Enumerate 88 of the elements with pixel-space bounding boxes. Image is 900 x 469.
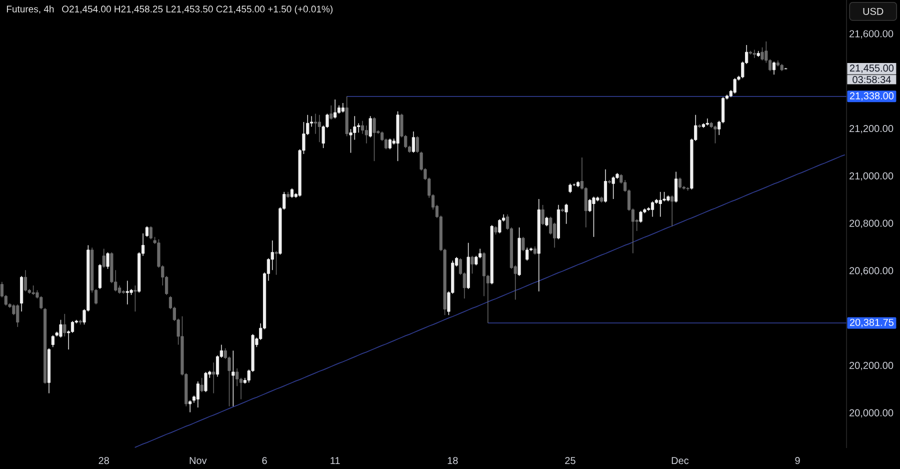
candlestick bbox=[526, 247, 529, 261]
candlestick bbox=[318, 114, 321, 143]
y-tick-label: 21,200.00 bbox=[850, 124, 894, 134]
x-tick-label: 9 bbox=[795, 457, 800, 464]
candlestick bbox=[357, 122, 360, 134]
candlestick bbox=[678, 177, 682, 189]
candlestick bbox=[106, 252, 110, 270]
y-axis-title: USD bbox=[863, 8, 884, 15]
y-tick-label: 21,000.00 bbox=[850, 172, 894, 181]
candlestick bbox=[482, 252, 486, 297]
x-tick-label: Dec bbox=[672, 457, 689, 464]
candlestick bbox=[353, 116, 356, 140]
candlestick bbox=[216, 354, 220, 378]
text: O21,454.00 H21,458.25 L21,453.50 C21,455.00 +1.50 (+0.01%) bbox=[62, 5, 333, 14]
candlestick bbox=[498, 218, 502, 234]
candlestick bbox=[604, 169, 608, 203]
candlestick bbox=[334, 99, 337, 119]
candlestick bbox=[760, 47, 764, 61]
candlestick bbox=[290, 188, 294, 198]
candlestick bbox=[232, 350, 235, 407]
candlestick bbox=[752, 49, 756, 58]
ref-line-label: 20,381.75 bbox=[850, 318, 894, 328]
ref-line-label: 21,338.00 bbox=[850, 92, 894, 101]
candlestick bbox=[706, 118, 709, 126]
y-tick-label: 20,600.00 bbox=[850, 267, 894, 276]
candlestick bbox=[349, 128, 352, 154]
candlestick bbox=[360, 120, 364, 134]
candlestick bbox=[196, 381, 200, 408]
candlestick bbox=[212, 362, 216, 394]
candlestick bbox=[63, 314, 66, 337]
candlestick bbox=[24, 270, 28, 292]
y-tick-label: 21,600.00 bbox=[850, 30, 894, 38]
candlestick bbox=[98, 264, 102, 290]
candlestick bbox=[470, 255, 474, 274]
candlestick bbox=[16, 304, 20, 328]
candlestick bbox=[204, 372, 208, 392]
candlestick bbox=[650, 200, 654, 218]
candlestick bbox=[368, 116, 372, 138]
candlestick bbox=[314, 113, 318, 134]
candlestick bbox=[102, 248, 106, 268]
text: 21,455.00 bbox=[850, 64, 894, 73]
candlestick bbox=[70, 320, 74, 334]
text: 03:58:34 bbox=[852, 76, 891, 84]
y-tick-label: 20,200.00 bbox=[850, 362, 894, 370]
candlestick bbox=[188, 400, 192, 413]
chart-title: Futures, 4h bbox=[6, 5, 54, 14]
candlestick bbox=[714, 125, 717, 144]
candlestick bbox=[588, 198, 592, 212]
candlestick bbox=[388, 138, 392, 150]
candlestick bbox=[126, 280, 129, 305]
y-tick-label: 20,800.00 bbox=[850, 220, 894, 228]
x-tick-label: 11 bbox=[330, 457, 340, 464]
x-tick-label: 28 bbox=[98, 457, 109, 464]
candlestick bbox=[32, 285, 35, 296]
candlestick bbox=[412, 131, 415, 154]
candlestick bbox=[59, 319, 62, 338]
candlestick bbox=[733, 78, 736, 94]
candlestick bbox=[568, 183, 572, 194]
x-tick-label: Nov bbox=[190, 457, 207, 464]
candlestick bbox=[662, 192, 666, 202]
candlestick bbox=[545, 216, 548, 227]
candlestick bbox=[658, 192, 662, 218]
candlestick bbox=[674, 171, 678, 203]
candlestick bbox=[549, 216, 552, 235]
x-tick-label: 6 bbox=[262, 457, 267, 464]
candlestick bbox=[541, 204, 544, 226]
candlestick bbox=[341, 102, 344, 113]
candlestick bbox=[145, 226, 149, 238]
x-tick-label: 25 bbox=[565, 457, 576, 464]
candlestick bbox=[772, 61, 776, 75]
candlestick bbox=[364, 125, 368, 144]
candlestick bbox=[236, 368, 239, 387]
candlestick bbox=[564, 203, 568, 224]
candlestick bbox=[134, 285, 137, 312]
candlestick bbox=[149, 226, 152, 240]
candlestick bbox=[51, 334, 54, 348]
y-tick-label: 20,000.00 bbox=[850, 409, 894, 418]
candlestick bbox=[372, 116, 376, 162]
x-tick-label: 18 bbox=[448, 457, 458, 464]
candlestick bbox=[612, 176, 615, 200]
candlestick bbox=[270, 240, 274, 270]
candlestick bbox=[200, 378, 204, 392]
candlestick bbox=[592, 196, 596, 238]
candlestick bbox=[522, 236, 525, 252]
candlestick bbox=[330, 105, 333, 120]
candlestick bbox=[639, 210, 642, 224]
candlestick bbox=[274, 250, 278, 276]
candlestick bbox=[670, 195, 674, 227]
